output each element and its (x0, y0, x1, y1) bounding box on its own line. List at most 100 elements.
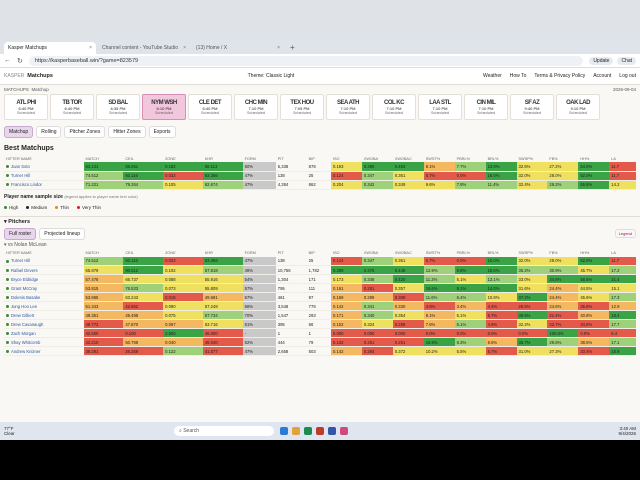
column-header[interactable]: SWSP% (518, 156, 534, 161)
hitter-name-cell[interactable]: Zach Morgan (4, 328, 84, 338)
tab-exports[interactable]: Exports (148, 125, 176, 138)
reload-icon[interactable]: ↻ (17, 57, 23, 65)
column-header[interactable]: ISO (332, 251, 340, 255)
hitter-name-cell[interactable]: Drew Gilbert (4, 310, 84, 320)
close-icon[interactable]: × (89, 45, 92, 51)
tab-hitter-zones[interactable]: Hitter Zones (108, 125, 146, 138)
header-link[interactable]: Log out (619, 73, 636, 79)
column-header[interactable]: MATCH (85, 251, 99, 255)
game-card[interactable]: NYM WSH 6:10 PM Scheduled (142, 94, 186, 120)
game-card[interactable]: TEX HOU 7:05 PM Scheduled (280, 94, 324, 120)
youtube-icon[interactable] (316, 427, 324, 435)
roster-tab[interactable]: Projected lineup (39, 227, 86, 240)
game-card[interactable]: OAK LAD 9:10 PM Scheduled (556, 94, 600, 120)
column-header[interactable]: BIP (308, 156, 315, 161)
game-card[interactable]: CLE DET 6:40 PM Scheduled (188, 94, 232, 120)
table-row[interactable]: Turner Hill 74.512 93.116 0.033 63.356 47% 138… (4, 171, 636, 181)
close-icon[interactable]: × (277, 45, 280, 51)
column-header[interactable]: HITTER NAME (6, 251, 32, 255)
table-row[interactable]: Bryce Eldridge 57.476 66.737 0.088 55.916 54%… (4, 274, 636, 284)
browser-tab[interactable]: Channel content - YouTube Studio × (98, 42, 190, 54)
theme-button[interactable]: Theme: Classic Light (247, 73, 295, 79)
column-header[interactable]: KHR (204, 156, 213, 161)
weather-widget[interactable]: 77°F Clear (4, 426, 64, 436)
hitter-name-cell[interactable]: Grant McCray (4, 283, 84, 293)
hitter-name-cell[interactable]: Turner Hill (4, 171, 84, 181)
column-header[interactable]: FORM (244, 251, 256, 255)
hitter-name-cell[interactable]: Turner Hill (4, 256, 84, 266)
app-icon[interactable] (340, 427, 348, 435)
game-card[interactable]: SD BAL 6:35 PM Scheduled (96, 94, 140, 120)
column-header[interactable]: ISO (332, 156, 340, 161)
table-row[interactable]: Turner Hill 74.512 93.116 0.033 63.356 47% 138… (4, 256, 636, 266)
table-row[interactable]: Drew Gilbert 49.351 49.498 0.075 57.734 70% 1,… (4, 310, 636, 320)
column-header[interactable]: PBRL% (456, 156, 470, 161)
column-header[interactable]: LA (611, 251, 616, 255)
hitter-name-cell[interactable]: Bryce Eldridge (4, 274, 84, 284)
header-link[interactable]: Weather (482, 73, 502, 79)
tab-rolling[interactable]: Rolling (36, 125, 62, 138)
excel-icon[interactable] (304, 427, 312, 435)
hitter-name-cell[interactable]: Juan Soto (4, 162, 84, 172)
column-header[interactable]: XWOBAC (394, 251, 412, 255)
column-header[interactable]: KHR (204, 251, 213, 255)
column-header[interactable]: SWST% (425, 251, 441, 255)
header-link[interactable]: Account (593, 73, 612, 79)
game-card[interactable]: TB TOR 6:40 PM Scheduled (50, 94, 94, 120)
folder-icon[interactable] (292, 427, 300, 435)
game-card[interactable]: COL KC 7:10 PM Scheduled (372, 94, 416, 120)
column-header[interactable]: CEIL (125, 156, 134, 161)
column-header[interactable]: BRL% (487, 251, 499, 255)
column-header[interactable]: SWSP% (518, 251, 534, 255)
column-header[interactable]: PBRL% (456, 251, 470, 255)
browser-tab[interactable]: Kasper Matchups × (4, 42, 96, 54)
column-header[interactable]: XWOBA (363, 251, 379, 255)
game-card[interactable]: SF AZ 9:40 PM Scheduled (510, 94, 554, 120)
table-row[interactable]: Dolenis Basabe 53.865 63.243 0.016 49.681 67%… (4, 292, 636, 302)
browser-tab[interactable]: (13) Home / X × (192, 42, 284, 54)
column-header[interactable]: HH% (580, 251, 590, 255)
column-header[interactable]: SWST% (425, 156, 441, 161)
column-header[interactable]: ZONE (165, 251, 176, 255)
file-explorer-icon[interactable] (280, 427, 288, 435)
hitter-name-cell[interactable]: Drew Cavanaugh (4, 319, 84, 329)
column-header[interactable]: FB% (549, 251, 558, 255)
tab-matchup[interactable]: Matchup (4, 125, 34, 138)
hitter-name-cell[interactable]: Dolenis Basabe (4, 292, 84, 302)
table-row[interactable]: Juan Soto 83.141 86.061 0.182 68.113 50% 5,338… (4, 162, 636, 172)
game-card[interactable]: CIN MIL 7:10 PM Scheduled (464, 94, 508, 120)
column-header[interactable]: BIP (308, 251, 315, 255)
pitchers-section-title[interactable]: ▾ Pitchers (0, 215, 640, 228)
game-card[interactable]: LAA STL 7:10 PM Scheduled (418, 94, 462, 120)
roster-tab[interactable]: Full roster (4, 227, 37, 240)
column-header[interactable]: PIT (277, 251, 284, 255)
header-link[interactable]: How To (509, 73, 527, 79)
profile-button[interactable]: Update (589, 56, 614, 65)
url-input[interactable]: https://kasperbaseball.win/?game=823579 (28, 55, 584, 66)
column-header[interactable]: PIT (277, 156, 284, 161)
game-card[interactable]: SEA ATH 7:10 PM Scheduled (326, 94, 370, 120)
tab-pitcher-zones[interactable]: Pitcher Zones (64, 125, 106, 138)
table-row[interactable]: Zach Morgan 42.500 0.100 2.500 45.000-1 1 0.00… (4, 328, 636, 338)
chat-button[interactable]: Chat (617, 56, 636, 65)
header-link[interactable]: Terms & Privacy Policy (534, 73, 586, 79)
hitter-name-cell[interactable]: Shay Whitcomb (4, 337, 84, 347)
back-icon[interactable]: ← (4, 57, 11, 64)
hitter-name-cell[interactable]: Jung Hoo Lee (4, 301, 84, 311)
table-row[interactable]: Shay Whitcomb 42.210 50.798 0.040 46.040 52% 4… (4, 337, 636, 347)
new-tab-icon[interactable]: + (290, 43, 295, 52)
column-header[interactable]: LA (611, 156, 616, 161)
column-header[interactable]: XWOBA (363, 156, 379, 161)
column-header[interactable]: FORM (244, 156, 256, 161)
hitter-name-cell[interactable]: Rafael Devers (4, 265, 84, 275)
column-header[interactable]: BRL% (487, 156, 499, 161)
table-row[interactable]: Rafael Devers 65.879 90.512 0.102 57.818 46% 1… (4, 265, 636, 275)
close-icon[interactable]: × (183, 45, 186, 51)
column-header[interactable]: MATCH (85, 156, 99, 161)
clock[interactable]: 3:40 AM 9/4/2026 (618, 426, 636, 436)
column-header[interactable]: FB% (549, 156, 558, 161)
column-header[interactable]: CEIL (125, 251, 134, 255)
table-row[interactable]: Andrew Knizner 38.291 26.259 0.122 41.577 47%… (4, 346, 636, 356)
column-header[interactable]: XWOBAC (394, 156, 412, 161)
game-card[interactable]: ATL PHI 6:40 PM Scheduled (4, 94, 48, 120)
